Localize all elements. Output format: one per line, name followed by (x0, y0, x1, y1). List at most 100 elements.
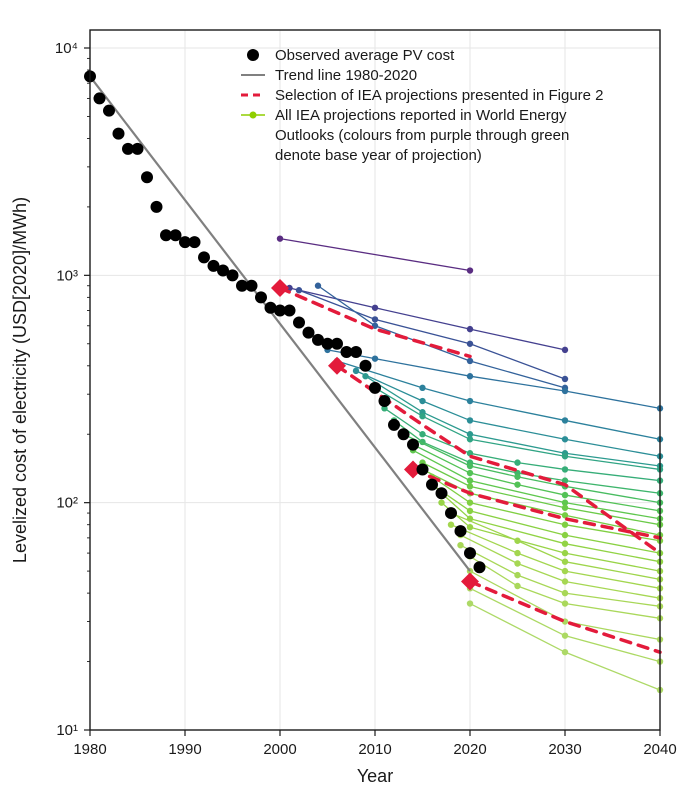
iea-projection-point (467, 524, 473, 530)
iea-projection-point (467, 417, 473, 423)
pv-cost-chart-container: { "chart": { "width": 695, "height": 800… (0, 0, 695, 800)
observed-point (445, 507, 457, 519)
observed-point (388, 419, 400, 431)
legend-label: Observed average PV cost (275, 47, 455, 64)
iea-projection-point (514, 538, 520, 544)
observed-point (227, 269, 239, 281)
iea-projection-point (514, 572, 520, 578)
iea-projection-point (562, 532, 568, 538)
x-tick-label: 1990 (168, 741, 201, 758)
observed-point (94, 92, 106, 104)
y-tick-label: 10¹ (56, 722, 78, 739)
iea-projection-point (353, 368, 359, 374)
iea-projection-point (467, 358, 473, 364)
iea-projection-point (467, 326, 473, 332)
iea-projection-point (562, 558, 568, 564)
iea-projection-point (467, 436, 473, 442)
iea-projection-point (562, 492, 568, 498)
iea-projection-point (562, 521, 568, 527)
iea-projection-point (514, 459, 520, 465)
iea-projection-point (562, 550, 568, 556)
pv-cost-chart-svg: 198019902000201020202030204010¹10²10³10⁴… (0, 0, 695, 800)
observed-point (189, 236, 201, 248)
observed-point (198, 251, 210, 263)
iea-projection-point (562, 376, 568, 382)
observed-point (103, 105, 115, 117)
iea-projection-point (562, 505, 568, 511)
legend-label: Selection of IEA projections presented i… (275, 87, 604, 104)
iea-projection-point (562, 590, 568, 596)
iea-projection-point (467, 508, 473, 514)
iea-projection-point (467, 499, 473, 505)
iea-projection-point (457, 542, 463, 548)
iea-projection-point (448, 521, 454, 527)
iea-projection-point (562, 388, 568, 394)
x-tick-label: 2000 (263, 741, 296, 758)
iea-projection-point (277, 235, 283, 241)
y-tick-label: 10² (56, 495, 78, 512)
iea-projection-point (562, 578, 568, 584)
legend-marker-linept-dot (250, 112, 257, 119)
observed-point (360, 360, 372, 372)
observed-point (284, 305, 296, 317)
observed-point (350, 346, 362, 358)
x-tick-label: 2030 (548, 741, 581, 758)
iea-projection-point (562, 540, 568, 546)
iea-projection-point (467, 341, 473, 347)
observed-point (151, 201, 163, 213)
iea-projection-point (562, 436, 568, 442)
observed-point (369, 382, 381, 394)
legend-label: Outlooks (colours from purple through gr… (275, 127, 569, 144)
iea-projection-point (419, 398, 425, 404)
iea-projection-point (467, 373, 473, 379)
iea-projection-point (467, 470, 473, 476)
iea-projection-point (562, 453, 568, 459)
observed-point (246, 280, 258, 292)
observed-point (474, 561, 486, 573)
observed-point (141, 171, 153, 183)
iea-projection-point (372, 355, 378, 361)
iea-projection-point (419, 385, 425, 391)
iea-projection-point (467, 600, 473, 606)
iea-projection-point (562, 568, 568, 574)
iea-projection-point (419, 431, 425, 437)
x-tick-label: 1980 (73, 741, 106, 758)
iea-projection-point (467, 463, 473, 469)
iea-projection-point (315, 283, 321, 289)
observed-point (417, 463, 429, 475)
iea-projection-point (372, 305, 378, 311)
x-axis-label: Year (357, 766, 393, 786)
iea-projection-point (467, 477, 473, 483)
iea-projection-point (514, 481, 520, 487)
iea-projection-point (562, 649, 568, 655)
legend-label: denote base year of projection) (275, 147, 482, 164)
y-tick-label: 10³ (56, 267, 78, 284)
iea-projection-point (514, 474, 520, 480)
iea-projection-point (562, 600, 568, 606)
observed-point (303, 327, 315, 339)
iea-projection-point (562, 417, 568, 423)
iea-projection-point (372, 316, 378, 322)
observed-point (455, 525, 467, 537)
observed-point (464, 547, 476, 559)
y-axis-label: Levelized cost of electricity (USD[2020]… (10, 197, 30, 563)
iea-projection-point (514, 583, 520, 589)
x-tick-label: 2020 (453, 741, 486, 758)
iea-projection-point (419, 413, 425, 419)
legend-marker-point (247, 49, 259, 61)
observed-point (132, 143, 144, 155)
y-tick-label: 10⁴ (55, 40, 78, 57)
observed-point (426, 479, 438, 491)
iea-projection-point (467, 267, 473, 273)
iea-projection-point (362, 373, 368, 379)
observed-point (379, 395, 391, 407)
iea-projection-point (467, 398, 473, 404)
iea-projection-point (514, 560, 520, 566)
iea-projection-point (562, 632, 568, 638)
x-tick-label: 2040 (643, 741, 676, 758)
legend-label: Trend line 1980-2020 (275, 67, 417, 84)
iea-projection-point (467, 483, 473, 489)
iea-projection-point (296, 287, 302, 293)
observed-point (436, 487, 448, 499)
observed-point (293, 317, 305, 329)
